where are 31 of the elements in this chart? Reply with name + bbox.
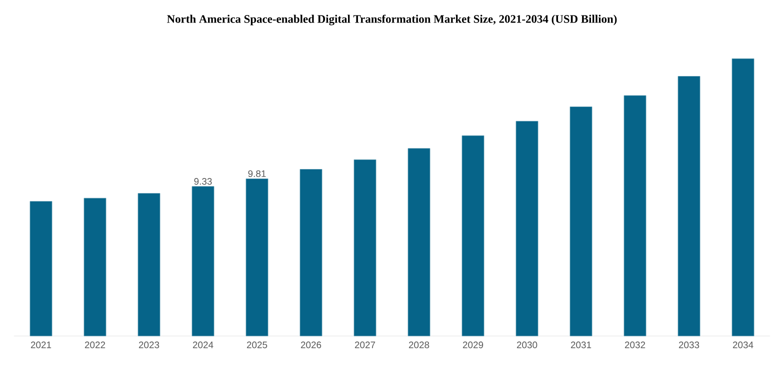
- x-tick-label: 2025: [246, 342, 268, 348]
- x-tick-label: 2031: [570, 342, 592, 348]
- x-tick-label: 2030: [516, 342, 538, 348]
- x-tick-label: 2026: [300, 342, 322, 348]
- bar: [30, 201, 52, 336]
- x-tick-label: 2033: [678, 342, 700, 348]
- bar: [732, 58, 754, 336]
- chart-title: North America Space-enabled Digital Transformation Market Size, 2021-2034 (USD Billion): [167, 14, 617, 26]
- x-tick-label: 2029: [462, 342, 484, 348]
- x-tick-label: 2027: [354, 342, 376, 348]
- bar: [138, 193, 160, 336]
- bar: [192, 186, 214, 336]
- x-tick-label: 2034: [732, 342, 754, 348]
- bar: [570, 106, 592, 336]
- bar: [300, 169, 322, 336]
- bar: [516, 120, 538, 336]
- x-tick-label: 2022: [84, 342, 106, 348]
- x-tick-label: 2021: [30, 342, 52, 348]
- data-label: 9.81: [248, 170, 266, 178]
- bar: [246, 178, 268, 336]
- x-tick-label: 2032: [624, 342, 646, 348]
- bar: [678, 76, 700, 336]
- bar: [408, 148, 430, 336]
- bar: [462, 135, 484, 336]
- x-tick-label: 2028: [408, 342, 430, 348]
- x-tick-label: 2024: [192, 342, 214, 348]
- bar: [354, 159, 376, 336]
- bar: [84, 198, 106, 336]
- bar: [624, 95, 646, 336]
- x-tick-label: 2023: [138, 342, 160, 348]
- data-label: 9.33: [194, 178, 212, 185]
